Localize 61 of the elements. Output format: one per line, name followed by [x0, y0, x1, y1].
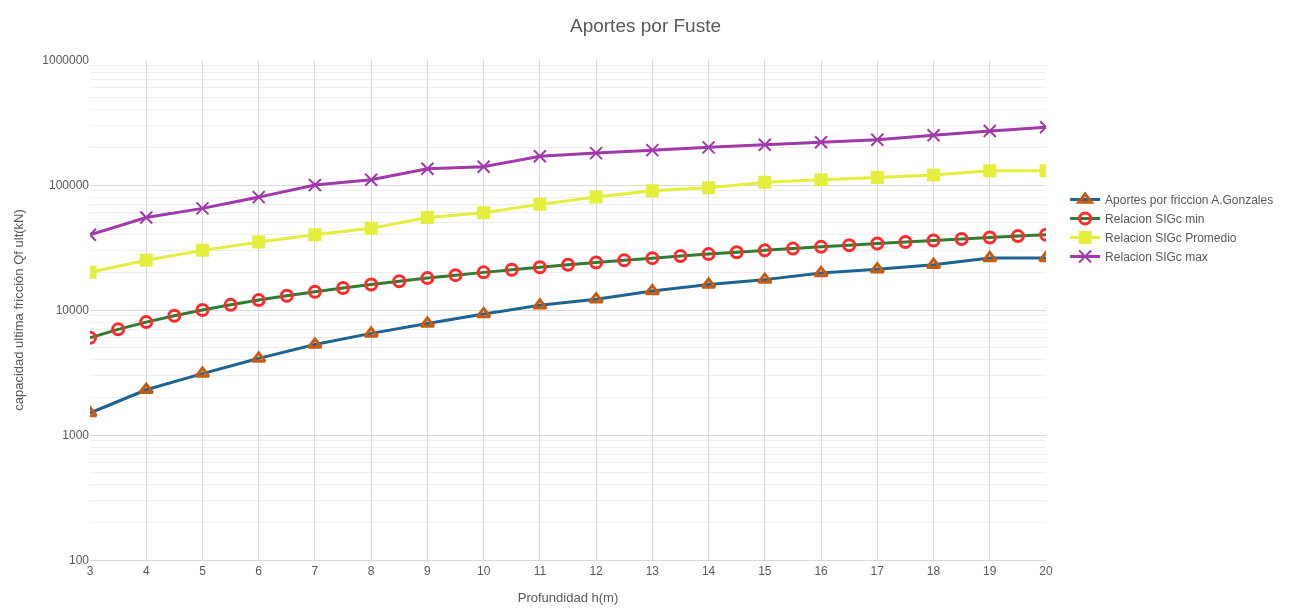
point [589, 190, 603, 204]
x-tick-label: 7 [311, 564, 319, 579]
point [589, 146, 604, 161]
y-tick-label: 10000 [55, 303, 90, 318]
point [926, 128, 941, 143]
legend-label: Relacion SIGc Promedio [1105, 231, 1237, 246]
point [814, 173, 828, 187]
point [195, 243, 209, 257]
x-tick-label: 11 [533, 564, 547, 579]
point [477, 206, 491, 220]
y-axis-title: capacidad ultima fricción Qf ult(kN) [11, 209, 27, 411]
point [251, 190, 266, 205]
point [420, 161, 435, 176]
legend-label: Relacion SIGc max [1105, 250, 1208, 265]
point [757, 137, 772, 152]
chart-title: Aportes por Fuste [569, 14, 722, 36]
x-tick-label: 13 [645, 564, 660, 579]
x-tick-label: 4 [142, 564, 150, 579]
point [307, 178, 322, 192]
point [139, 210, 154, 225]
x-tick-label: 20 [1039, 564, 1053, 579]
point [645, 143, 660, 158]
legend-label: Aportes por friccion A.Gonzales [1105, 193, 1274, 208]
point [308, 228, 322, 242]
x-tick-label: 16 [814, 564, 829, 579]
x-axis-title: Profundidad h(m) [517, 590, 619, 605]
y-tick-label: 1000000 [42, 53, 90, 68]
point [927, 168, 941, 182]
point [139, 253, 153, 267]
point [645, 184, 659, 198]
point [701, 140, 716, 155]
point [702, 181, 716, 195]
point [982, 124, 997, 139]
x-tick-label: 6 [255, 564, 263, 579]
x-tick-label: 18 [926, 564, 941, 579]
x-tick-label: 9 [424, 564, 432, 579]
point [870, 170, 884, 184]
point [476, 159, 491, 174]
legend-label: Relacion SIGc min [1105, 212, 1205, 227]
point [870, 132, 885, 147]
x-tick-label: 12 [589, 564, 604, 579]
x-tick-label: 5 [199, 564, 207, 579]
x-tick-label: 8 [367, 564, 375, 579]
point [420, 210, 434, 224]
point [364, 172, 379, 187]
x-tick-label: 10 [476, 564, 491, 579]
y-tick-label: 100000 [48, 178, 90, 193]
point [252, 235, 266, 249]
point [814, 135, 829, 150]
x-tick-label: 15 [758, 564, 772, 579]
x-tick-label: 17 [870, 564, 885, 579]
point [364, 221, 378, 235]
y-tick-label: 1000 [62, 428, 90, 443]
point [533, 197, 547, 211]
x-tick-label: 14 [701, 564, 716, 579]
x-tick-label: 19 [983, 564, 997, 579]
x-tick-label: 3 [86, 564, 94, 579]
point [983, 164, 997, 178]
point [758, 175, 772, 189]
point [195, 201, 210, 216]
point [532, 149, 547, 164]
